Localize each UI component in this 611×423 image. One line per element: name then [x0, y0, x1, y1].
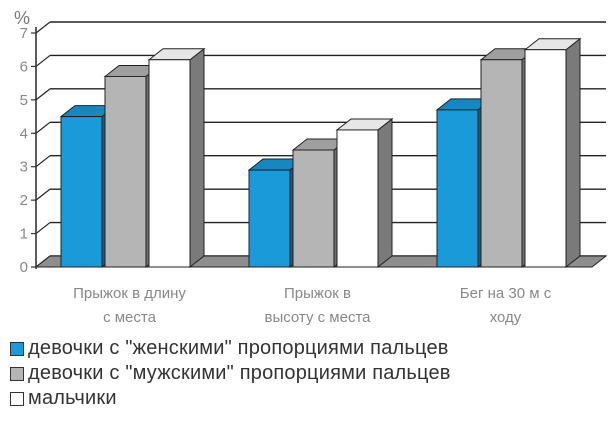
- bar: [480, 59, 523, 268]
- legend-item-girls-female: девочки с "женскими" пропорциями пальцев: [10, 336, 451, 361]
- bar: [104, 75, 147, 268]
- y-tick-label: 2: [20, 192, 28, 209]
- bar: [524, 49, 567, 268]
- legend-label: девочки с "мужскими" пропорциями пальцев: [28, 362, 451, 384]
- bar: [336, 129, 379, 268]
- x-tick-label: Прыжок в: [284, 285, 351, 302]
- y-tick-label: 6: [20, 58, 28, 75]
- bar-side: [377, 117, 393, 269]
- bar: [436, 109, 479, 268]
- legend-label: девочки с "женскими" пропорциями пальцев: [28, 337, 449, 359]
- bar-chart: 0 1 2 3 4 5 6 7% Прыжок в длину с места Прыжок в вы…: [14, 8, 608, 326]
- gridline-side: [35, 155, 51, 168]
- legend-swatch-gray: [10, 366, 24, 381]
- x-tick-label: высоту с места: [264, 309, 371, 326]
- gridline-side: [35, 121, 51, 134]
- bar: [148, 59, 191, 268]
- gridline-side: [35, 188, 51, 201]
- bar: [248, 169, 291, 268]
- y-tick-label: 1: [20, 226, 28, 243]
- gridline-side: [35, 222, 51, 235]
- legend-swatch-white: [10, 391, 24, 406]
- bar-side: [189, 47, 205, 269]
- bar-side: [565, 37, 581, 269]
- bar: [60, 116, 103, 268]
- gridline-side: [35, 54, 51, 67]
- y-tick-label: 0: [20, 259, 28, 276]
- legend-label: мальчики: [28, 387, 117, 409]
- legend: девочки с "женскими" пропорциями пальцев…: [10, 336, 451, 411]
- x-tick-label: ходу: [490, 309, 522, 326]
- y-tick-label: 3: [20, 159, 28, 176]
- bar: [292, 149, 335, 268]
- x-tick-label: с места: [103, 309, 157, 326]
- legend-item-boys: мальчики: [10, 386, 451, 411]
- y-tick-label: 5: [20, 92, 28, 109]
- y-tick-label: 4: [20, 125, 28, 142]
- x-tick-label: Бег на 30 м с: [460, 285, 552, 302]
- gridline-side: [35, 88, 51, 101]
- x-tick-label: Прыжок в длину: [73, 285, 186, 302]
- y-unit-label: %: [14, 8, 30, 28]
- y-tick-label: 7: [20, 25, 28, 42]
- legend-swatch-blue: [10, 341, 24, 356]
- gridline-side: [35, 21, 51, 34]
- legend-item-girls-male: девочки с "мужскими" пропорциями пальцев: [10, 361, 451, 386]
